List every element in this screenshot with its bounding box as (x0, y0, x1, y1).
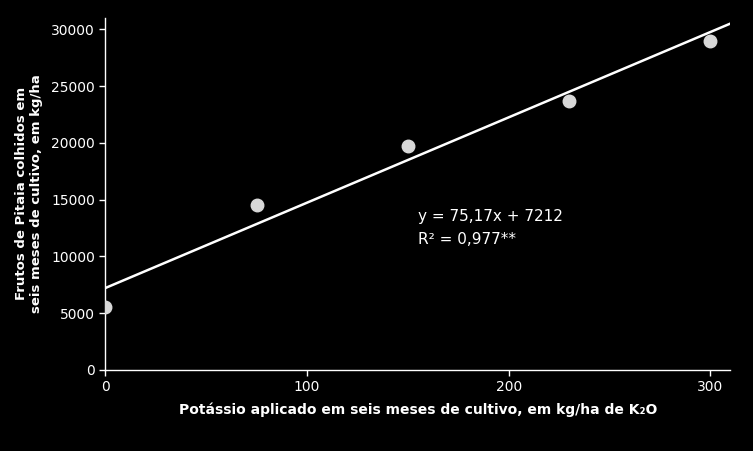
X-axis label: Potássio aplicado em seis meses de cultivo, em kg/ha de K₂O: Potássio aplicado em seis meses de culti… (178, 403, 657, 417)
Point (402, 143, 414, 150)
Point (704, 37, 716, 44)
Text: R² = 0,977**: R² = 0,977** (418, 232, 516, 247)
Text: y = 75,17x + 7212: y = 75,17x + 7212 (418, 209, 562, 224)
Point (251, 202, 263, 209)
Y-axis label: Frutos de Pitaia colhidos em
seis meses de cultivo, em kg/ha: Frutos de Pitaia colhidos em seis meses … (15, 74, 43, 313)
Point (563, 97, 575, 105)
Point (99, 304, 111, 311)
